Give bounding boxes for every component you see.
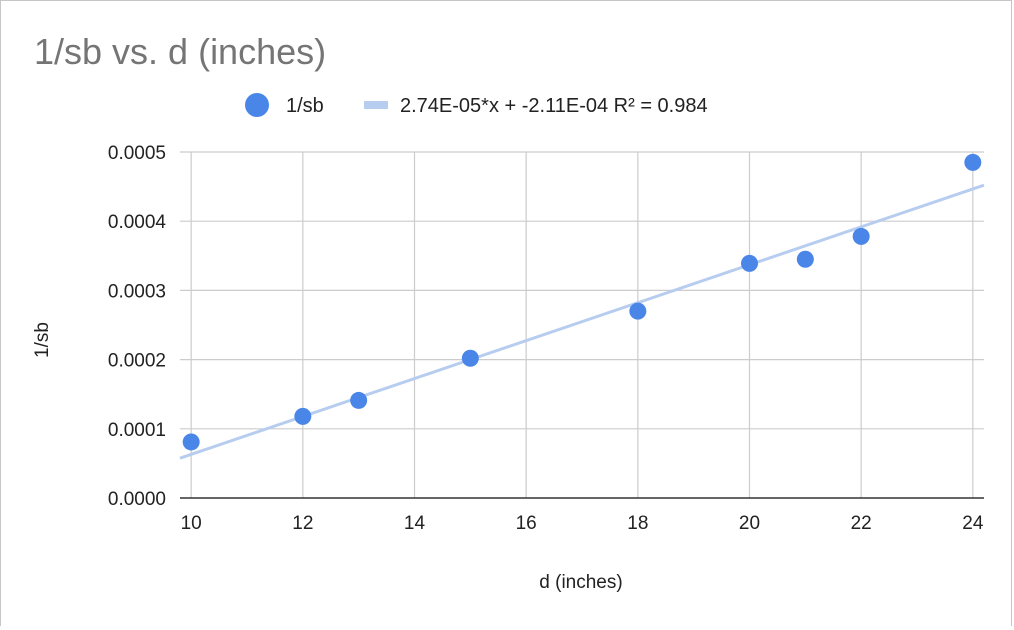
y-tick-label: 0.0001 <box>108 420 166 441</box>
y-tick-label: 0.0005 <box>108 143 166 164</box>
chart-title: 1/sb vs. d (inches) <box>34 31 326 72</box>
x-tick-label: 20 <box>739 513 760 534</box>
x-axis-label: d (inches) <box>539 572 622 593</box>
legend-marker-series <box>245 93 269 117</box>
x-tick-label: 12 <box>292 513 313 534</box>
y-tick-label: 0.0003 <box>108 281 166 302</box>
y-tick-label: 0.0002 <box>108 351 166 372</box>
gridlines <box>180 151 984 498</box>
legend: 1/sb 2.74E-05*x + -2.11E-04 R² = 0.984 <box>245 93 708 117</box>
trendline-layer <box>179 183 985 460</box>
tick-labels: 0.0000 0.0001 0.0002 0.0003 0.0004 0.0005 10 12… <box>108 143 984 534</box>
data-point <box>629 302 647 320</box>
x-tick-label: 16 <box>516 513 537 534</box>
data-point <box>182 433 200 451</box>
y-axis-label: 1/sb <box>32 322 53 358</box>
data-point <box>796 250 814 268</box>
x-tick-label: 22 <box>851 513 872 534</box>
data-point <box>350 391 368 409</box>
data-point <box>964 153 982 171</box>
x-tick-label: 10 <box>181 513 202 534</box>
data-points <box>182 153 982 451</box>
legend-label-series: 1/sb <box>286 95 324 117</box>
x-tick-label: 14 <box>404 513 426 534</box>
legend-marker-trendline <box>364 101 388 109</box>
data-point <box>461 349 479 367</box>
legend-label-trendline: 2.74E-05*x + -2.11E-04 R² = 0.984 <box>400 95 708 117</box>
data-point <box>741 254 758 272</box>
x-tick-label: 18 <box>627 513 648 534</box>
data-point <box>852 227 870 245</box>
trendline <box>179 183 985 460</box>
y-tick-label: 0.0004 <box>108 212 167 233</box>
data-point <box>294 407 312 425</box>
y-tick-label: 0.0000 <box>108 489 166 510</box>
x-tick-label: 24 <box>962 513 984 534</box>
